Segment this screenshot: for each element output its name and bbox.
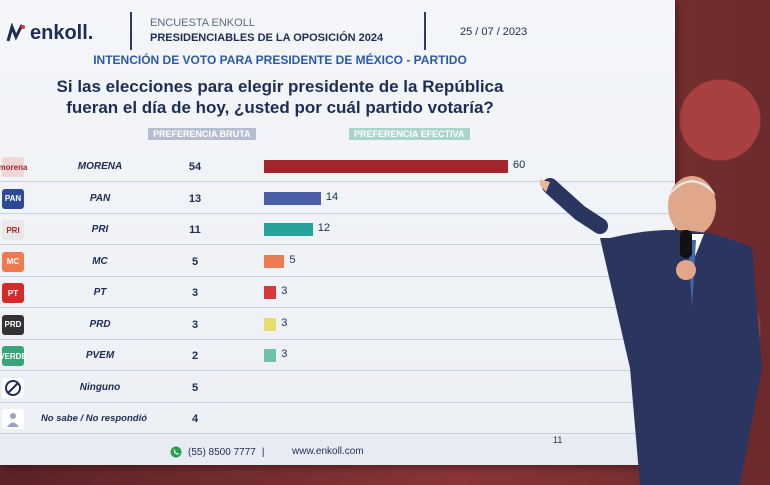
efectiva-bar xyxy=(264,223,313,236)
prd-logo-icon: PRD xyxy=(2,314,24,335)
category-label: PAN xyxy=(89,192,111,204)
chart-question: Si las elecciones para elegir presidente… xyxy=(0,76,560,118)
whatsapp-icon xyxy=(170,446,182,458)
efectiva-value-label: 12 xyxy=(317,222,331,234)
row-divider xyxy=(0,370,675,371)
header-divider xyxy=(424,12,426,50)
logo-text: enkoll. xyxy=(30,22,94,44)
efectiva-bar xyxy=(264,191,321,205)
row-divider xyxy=(0,212,675,214)
efectiva-value-label: 3 xyxy=(281,316,288,329)
efectiva-bar xyxy=(264,349,277,362)
bruta-value: 4 xyxy=(191,413,199,425)
header-divider xyxy=(130,12,132,50)
efectiva-bar xyxy=(264,286,277,299)
bruta-value: 3 xyxy=(191,287,199,299)
efectiva-bar xyxy=(264,254,285,268)
presenter-figure xyxy=(540,176,762,485)
chart-subtitle: INTENCIÓN DE VOTO PARA PRESIDENTE DE MÉX… xyxy=(93,53,467,67)
category-label: MC xyxy=(92,255,108,267)
survey-date: 25 / 07 / 2023 xyxy=(460,26,528,38)
page-number: 11 xyxy=(553,435,563,445)
efectiva-value-label: 3 xyxy=(281,285,288,297)
row-divider xyxy=(0,307,675,308)
bruta-value: 5 xyxy=(191,381,199,394)
category-label: PVEM xyxy=(85,350,115,361)
category-label: MORENA xyxy=(77,161,123,172)
question-line: fueran el día de hoy, ¿usted por cuál pa… xyxy=(66,98,494,117)
survey-title: ENCUESTA ENKOLL xyxy=(150,17,255,29)
column-header-efectiva: PREFERENCIA EFECTIVA xyxy=(349,128,470,140)
efectiva-value-label: 3 xyxy=(281,348,288,360)
survey-subtitle: PRESIDENCIABLES DE LA OPOSICIÓN 2024 xyxy=(150,32,384,44)
column-header-bruta: PREFERENCIA BRUTA xyxy=(148,128,256,140)
row-divider xyxy=(0,338,675,340)
efectiva-value-label: 60 xyxy=(513,159,526,171)
bruta-value: 11 xyxy=(189,224,201,236)
bruta-value: 54 xyxy=(188,161,202,173)
mc-logo-icon: MC xyxy=(2,251,24,272)
efectiva-value-label: 14 xyxy=(325,190,339,203)
footer-separator: | xyxy=(261,446,265,458)
efectiva-bar xyxy=(264,160,508,173)
slide-footer xyxy=(0,436,675,465)
footer-phone: (55) 8500 7777 | xyxy=(170,446,264,458)
category-label: PRD xyxy=(89,318,111,330)
row-divider xyxy=(0,275,675,277)
presentation-screen: enkoll. ENCUESTA ENKOLL PRESIDENCIABLES … xyxy=(0,0,675,465)
row-divider xyxy=(0,401,675,403)
question-line: Si las elecciones para elegir presidente… xyxy=(56,77,504,96)
pri-logo-icon: PRI xyxy=(2,220,24,240)
efectiva-bar xyxy=(264,317,277,331)
pan-logo-icon: PAN xyxy=(2,188,24,209)
bruta-value: 13 xyxy=(188,192,202,205)
enkoll-mark-icon xyxy=(6,21,28,45)
bruta-value: 5 xyxy=(191,255,199,268)
efectiva-value-label: 5 xyxy=(289,253,296,266)
footer-website: www.enkoll.com xyxy=(292,446,364,457)
question-person-icon xyxy=(2,409,24,429)
pvem-logo-icon: VERDE xyxy=(0,346,27,366)
row-divider xyxy=(0,433,675,434)
enkoll-logo: enkoll. xyxy=(6,21,94,45)
phone-number: (55) 8500 7777 xyxy=(188,446,256,458)
category-label: PRI xyxy=(91,224,109,235)
bruta-value: 3 xyxy=(191,318,199,331)
morena-logo-icon: morena xyxy=(0,157,27,177)
row-divider xyxy=(0,181,675,182)
prohibited-icon xyxy=(2,377,24,398)
category-label: PT xyxy=(93,287,107,298)
pt-logo-icon: PT xyxy=(2,283,24,303)
row-divider xyxy=(0,244,675,245)
category-label: Ninguno xyxy=(79,381,121,393)
bruta-value: 2 xyxy=(191,350,199,362)
category-label: No sabe / No respondió xyxy=(40,413,148,424)
